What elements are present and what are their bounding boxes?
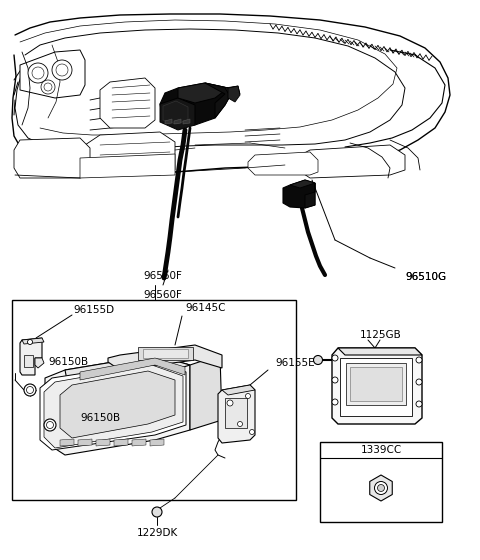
Polygon shape xyxy=(290,180,315,188)
Polygon shape xyxy=(80,154,175,178)
Circle shape xyxy=(41,80,55,94)
Polygon shape xyxy=(190,355,222,430)
Polygon shape xyxy=(163,101,188,124)
Polygon shape xyxy=(45,355,190,455)
Polygon shape xyxy=(20,50,85,98)
Polygon shape xyxy=(160,98,195,130)
Circle shape xyxy=(44,419,56,431)
Polygon shape xyxy=(85,132,175,175)
Polygon shape xyxy=(174,119,181,124)
Text: 96560F: 96560F xyxy=(144,271,182,281)
Circle shape xyxy=(52,60,72,80)
Bar xyxy=(225,398,247,428)
Polygon shape xyxy=(100,78,155,128)
Polygon shape xyxy=(228,86,240,102)
Polygon shape xyxy=(60,439,74,446)
Polygon shape xyxy=(108,345,222,370)
Polygon shape xyxy=(178,83,228,103)
Polygon shape xyxy=(80,358,185,380)
Text: 96155E: 96155E xyxy=(275,358,314,368)
Polygon shape xyxy=(78,439,92,446)
Polygon shape xyxy=(295,145,405,178)
Circle shape xyxy=(416,401,422,407)
Bar xyxy=(24,355,33,367)
Bar xyxy=(143,349,188,358)
Polygon shape xyxy=(14,138,90,178)
Circle shape xyxy=(27,339,33,344)
Polygon shape xyxy=(305,183,315,208)
Text: 96560F: 96560F xyxy=(144,290,182,300)
Polygon shape xyxy=(150,439,164,446)
Circle shape xyxy=(416,379,422,385)
Circle shape xyxy=(332,399,338,405)
Polygon shape xyxy=(96,439,110,446)
Polygon shape xyxy=(44,365,183,448)
Polygon shape xyxy=(40,362,186,450)
Circle shape xyxy=(227,400,233,406)
Polygon shape xyxy=(248,152,318,175)
Bar xyxy=(138,347,193,360)
Polygon shape xyxy=(338,348,422,355)
Polygon shape xyxy=(165,119,172,124)
Polygon shape xyxy=(22,338,44,344)
Bar xyxy=(350,367,402,401)
Bar xyxy=(346,363,406,405)
Circle shape xyxy=(416,357,422,363)
Circle shape xyxy=(313,356,323,365)
Circle shape xyxy=(245,394,251,399)
Polygon shape xyxy=(218,385,255,443)
Polygon shape xyxy=(60,371,175,438)
Text: 1125GB: 1125GB xyxy=(360,330,402,340)
Polygon shape xyxy=(160,83,230,125)
Polygon shape xyxy=(114,439,128,446)
Polygon shape xyxy=(65,355,190,385)
Bar xyxy=(340,358,412,416)
Text: 1339CC: 1339CC xyxy=(360,445,402,455)
Text: 96510G: 96510G xyxy=(405,272,446,282)
Polygon shape xyxy=(332,348,422,424)
Bar xyxy=(12,300,296,500)
Circle shape xyxy=(250,430,254,435)
Bar xyxy=(320,442,442,522)
Circle shape xyxy=(28,63,48,83)
Polygon shape xyxy=(132,439,146,446)
Circle shape xyxy=(332,377,338,383)
Text: 96510G: 96510G xyxy=(405,272,446,282)
Polygon shape xyxy=(183,119,190,124)
Circle shape xyxy=(238,422,242,427)
Polygon shape xyxy=(20,338,42,375)
Circle shape xyxy=(377,484,384,492)
Polygon shape xyxy=(35,358,44,368)
Polygon shape xyxy=(222,385,255,395)
Polygon shape xyxy=(283,180,315,208)
Text: 96150B: 96150B xyxy=(80,413,120,423)
Text: 96145C: 96145C xyxy=(185,303,226,313)
Polygon shape xyxy=(370,475,392,501)
Polygon shape xyxy=(205,83,230,118)
Circle shape xyxy=(374,482,387,494)
Text: 96155D: 96155D xyxy=(73,305,114,315)
Polygon shape xyxy=(225,86,240,96)
Circle shape xyxy=(332,355,338,361)
Text: 1229DK: 1229DK xyxy=(136,528,178,538)
Circle shape xyxy=(24,384,36,396)
Circle shape xyxy=(152,507,162,517)
Text: 96150B: 96150B xyxy=(48,357,88,367)
